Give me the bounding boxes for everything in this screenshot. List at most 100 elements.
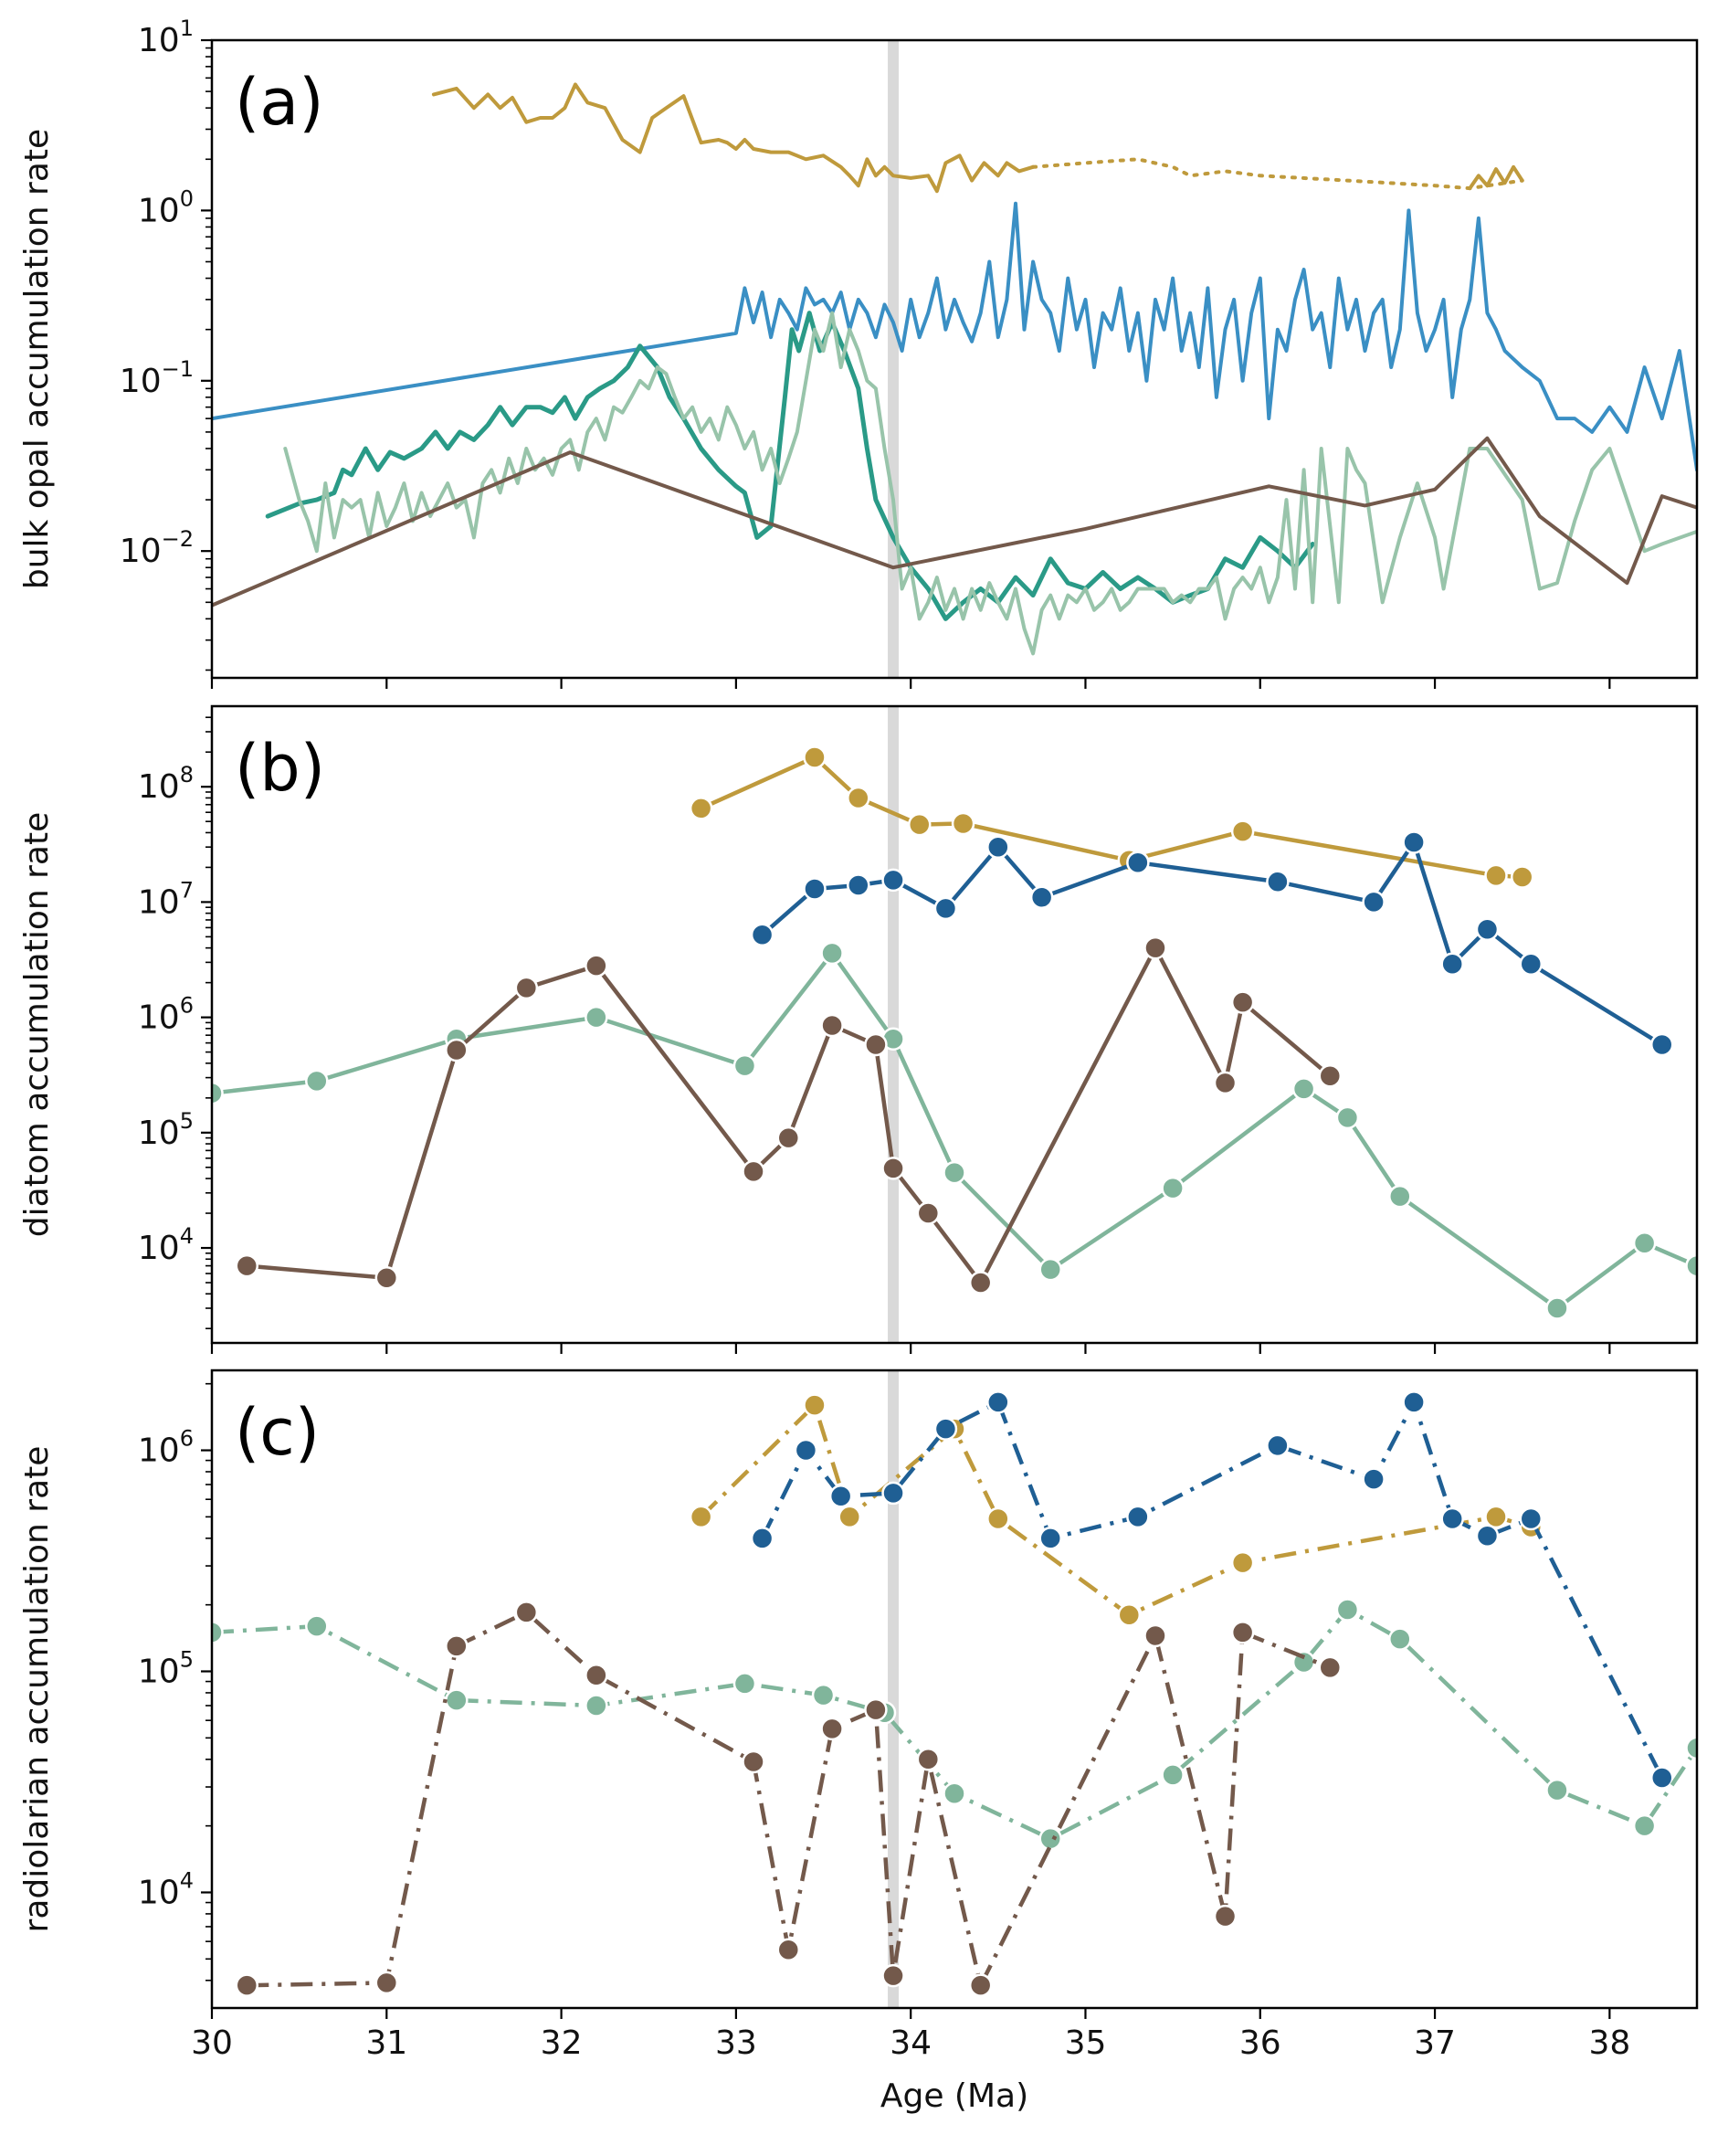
data-point-blue <box>847 873 870 897</box>
data-point-light-green <box>1335 1105 1360 1130</box>
data-point-blue <box>1029 885 1054 909</box>
x-axis-title: Age (Ma) <box>880 2077 1028 2115</box>
panel-a: 10−2 10−1 100 101 (a) bulk opal accumulation … <box>18 16 1699 689</box>
panel-b: 104 105 106 107 108 (b) diatom accumulation ra… <box>18 704 1699 1354</box>
data-point-gold <box>907 812 932 837</box>
series-line-teal <box>265 311 1315 621</box>
panel-c: 30 31 32 33 34 35 36 37 38 104 105 106 (c) radiolaria… <box>18 1369 1699 2115</box>
data-point-blue <box>794 1438 818 1463</box>
data-point-brown <box>374 1971 399 1995</box>
data-point-brown <box>1143 1623 1167 1648</box>
y-tick-label: 10−1 <box>120 356 194 400</box>
data-point-brown <box>916 1748 941 1771</box>
data-point-light-green <box>820 941 844 966</box>
data-point-gold <box>1230 819 1255 843</box>
data-point-blue <box>803 877 827 901</box>
data-point-blue <box>933 896 958 921</box>
data-point-brown <box>445 1038 469 1062</box>
data-point-brown <box>1318 1655 1343 1680</box>
data-point-brown <box>776 1938 801 1962</box>
data-point-brown <box>968 1973 993 1997</box>
data-point-light-green <box>732 1672 757 1696</box>
data-point-gold <box>1484 1505 1508 1529</box>
data-point-brown <box>864 1032 888 1057</box>
data-point-light-green <box>305 1069 329 1094</box>
data-point-brown <box>1230 1621 1255 1644</box>
data-point-blue <box>1649 1766 1674 1790</box>
data-point-blue <box>1475 1524 1500 1548</box>
y-tick-label: 100 <box>138 185 194 229</box>
data-point-brown <box>968 1271 993 1295</box>
data-point-gold <box>689 797 713 820</box>
data-point-light-green <box>1161 1763 1185 1787</box>
data-point-blue <box>1362 1467 1386 1491</box>
y-axis-title: bulk opal accumulation rate <box>18 129 56 589</box>
y-tick-label: 104 <box>138 1223 194 1267</box>
data-point-gold <box>689 1505 713 1529</box>
data-point-blue <box>986 1390 1010 1414</box>
data-point-brown <box>1213 1071 1238 1095</box>
data-point-blue <box>1126 851 1150 874</box>
y-tick-label: 104 <box>138 1867 194 1911</box>
y-tick-label: 10−2 <box>120 526 194 570</box>
data-point-blue <box>881 1481 905 1506</box>
data-point-light-green <box>732 1053 757 1078</box>
boundary-band <box>888 40 900 678</box>
data-point-light-green <box>305 1614 329 1638</box>
y-axis-title: diatom accumulation rate <box>18 812 56 1238</box>
data-point-brown <box>1230 990 1255 1014</box>
data-point-light-green <box>1388 1627 1412 1651</box>
data-point-blue <box>1649 1032 1674 1057</box>
data-point-light-green <box>1685 1736 1697 1760</box>
y-tick-label: 101 <box>138 16 194 59</box>
data-point-brown <box>864 1697 888 1722</box>
series-line-gold <box>431 82 1036 194</box>
series-line-light-green <box>212 951 1697 1311</box>
data-point-gold <box>803 745 827 769</box>
data-point-blue <box>1440 1506 1464 1531</box>
data-point-light-green <box>1291 1077 1316 1101</box>
data-point-blue <box>1402 830 1426 854</box>
data-point-light-green <box>1388 1184 1412 1209</box>
series-line-light-green <box>283 311 1697 656</box>
data-point-gold <box>803 1393 827 1417</box>
plot-area <box>212 1390 1697 1997</box>
data-point-blue <box>1266 870 1290 893</box>
data-point-brown <box>235 1973 259 1997</box>
data-point-gold <box>1230 1550 1255 1575</box>
y-axis-title: radiolarian accumulation rate <box>18 1446 56 1933</box>
data-point-blue <box>881 868 905 893</box>
series-line-gold <box>699 755 1524 880</box>
data-point-brown <box>585 1664 608 1687</box>
boundary-band <box>888 706 900 1343</box>
data-point-light-green <box>212 1081 224 1105</box>
data-point-brown <box>1143 935 1167 960</box>
data-point-blue <box>1519 952 1544 977</box>
data-point-light-green <box>1161 1176 1185 1200</box>
panel-label: (a) <box>235 65 324 140</box>
data-point-blue <box>933 1417 958 1441</box>
data-point-light-green <box>943 1781 966 1806</box>
data-point-brown <box>916 1201 941 1225</box>
data-point-blue <box>1475 917 1500 942</box>
series-line-blue <box>212 201 1697 472</box>
data-point-brown <box>445 1634 469 1658</box>
data-point-brown <box>776 1126 801 1150</box>
data-point-light-green <box>1038 1257 1062 1282</box>
data-point-brown <box>820 1013 844 1038</box>
data-point-gold <box>847 786 870 810</box>
data-point-blue <box>1440 952 1464 977</box>
y-tick-label: 106 <box>138 993 194 1037</box>
y-tick-label: 105 <box>138 1108 194 1152</box>
axes-frame <box>210 704 1699 1345</box>
data-point-gold <box>1510 865 1534 889</box>
y-tick-label: 106 <box>138 1426 194 1470</box>
data-point-blue <box>828 1485 853 1508</box>
axes-frame <box>210 38 1699 680</box>
data-point-light-green <box>1545 1778 1569 1802</box>
series-line-brown <box>212 436 1697 608</box>
plot-area <box>212 745 1697 1320</box>
data-point-gold <box>1117 1602 1142 1627</box>
x-tick-label: 35 <box>1065 2024 1107 2062</box>
